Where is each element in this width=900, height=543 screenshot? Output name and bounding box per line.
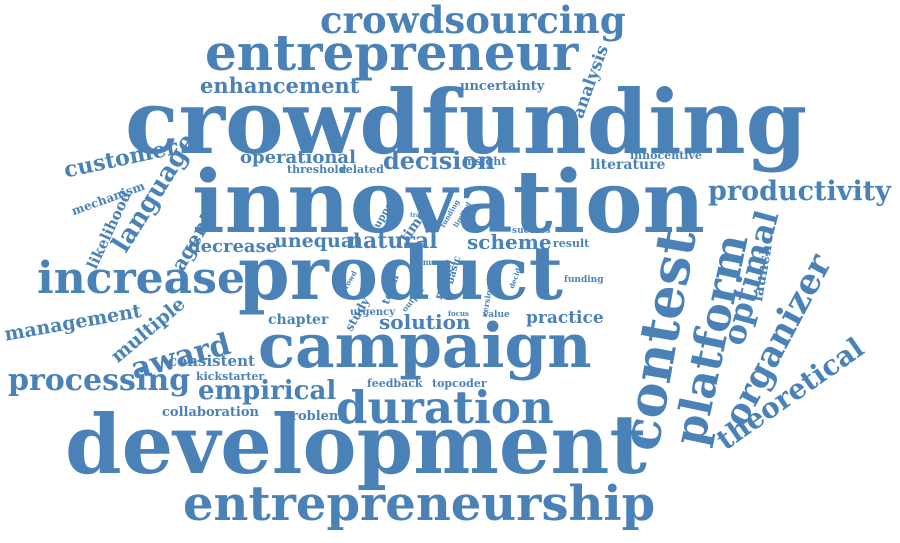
word-crowdsourcing: crowdsourcing [320,0,626,42]
word-focus: focus [448,309,469,318]
word-natural: natural [347,228,438,254]
word-game: game [412,257,437,267]
word-value: value [483,310,510,320]
word-insight: insight [463,155,507,168]
word-processing: processing [8,363,191,398]
word-product: product [238,231,563,317]
word-problem: problem [282,409,343,424]
word-unequal: unequal [274,230,361,252]
word-entrepreneurship: entrepreneurship [183,476,656,532]
word-entrepreneur: entrepreneur [205,23,579,82]
word-chapter: chapter [268,312,329,328]
word-empirical: empirical [198,376,337,406]
word-innovation: innovation [192,152,706,253]
word-feedback: feedback [367,377,423,390]
word-literature: literature [590,157,666,173]
word-related: related [340,163,384,176]
word-decrease: decrease [188,236,278,257]
word-crowdfunding: crowdfunding [125,70,808,174]
word-urgency: urgency [350,307,396,318]
word-threshold: threshold [287,163,347,176]
word-kickstarter: kickstarter [196,370,265,383]
word-increase: increase [37,253,245,304]
word-decision: decision [383,146,495,175]
word-consistent: consistent [168,352,255,370]
word-solution: solution [379,310,471,334]
word-productivity: productivity [708,176,891,207]
word-duration: duration [336,381,554,434]
word-trade: trade [410,212,428,219]
word-innocentive: innocentive [630,149,702,162]
word-development: development [65,398,647,493]
word-scheme: scheme [467,230,552,254]
word-success: success [512,226,551,236]
word-uncertainty: uncertainty [460,79,545,94]
word-campaign: campaign [258,311,592,382]
word-funding: funding [564,275,604,285]
word-enhancement: enhancement [200,73,360,98]
word-practice: practice [526,308,604,328]
word-collaboration: collaboration [162,405,259,420]
word-topcoder: topcoder [432,377,487,390]
word-operational: operational [240,147,356,168]
word-result: result [553,237,590,250]
